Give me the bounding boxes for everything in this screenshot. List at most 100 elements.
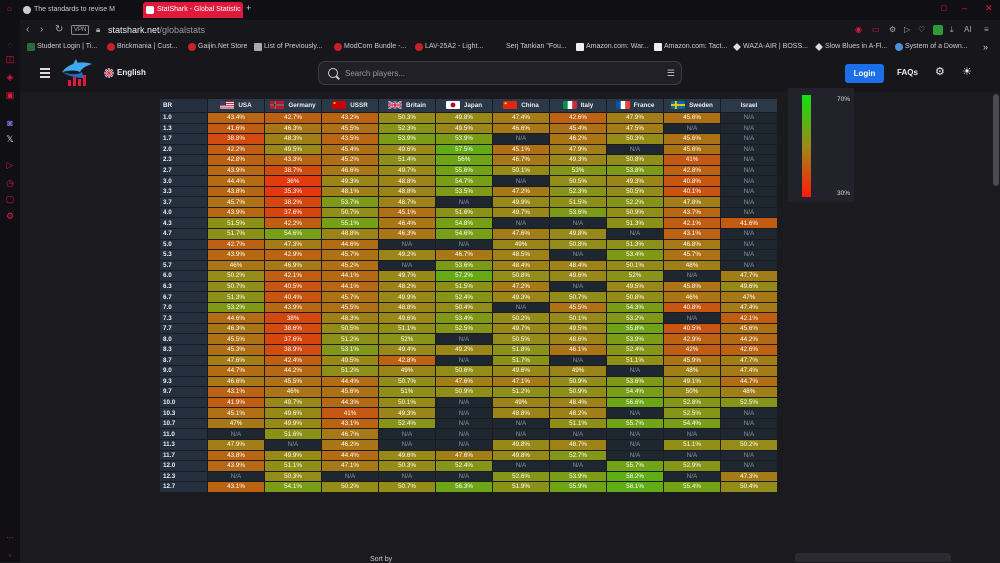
winrate-cell: 41% bbox=[321, 407, 379, 419]
statshark-logo[interactable] bbox=[60, 58, 94, 88]
back-icon[interactable]: ‹ bbox=[26, 24, 30, 35]
nation-header-israel[interactable]: Israel bbox=[720, 98, 778, 113]
discord-icon[interactable]: ◙ bbox=[7, 118, 13, 128]
reload-icon[interactable]: ↻ bbox=[55, 24, 64, 35]
bookmark-item[interactable]: Amazon.com: War... bbox=[576, 42, 649, 52]
opera-menu-icon[interactable]: ⌂ bbox=[7, 4, 12, 13]
winrate-cell: 48.7% bbox=[378, 196, 436, 208]
nation-header-japan[interactable]: Japan bbox=[435, 98, 493, 113]
settings-gear-icon[interactable]: ⚙ bbox=[935, 66, 945, 78]
settings-menu-icon[interactable]: ≡ bbox=[984, 25, 989, 34]
minimize-icon[interactable]: – bbox=[962, 3, 968, 13]
download-icon[interactable]: ⤓ bbox=[950, 25, 954, 34]
nation-header-britain[interactable]: Britain bbox=[378, 98, 436, 113]
winrate-cell: 42% bbox=[663, 344, 721, 356]
winrate-cell: 52.9% bbox=[663, 460, 721, 472]
winrate-cell: 47% bbox=[207, 417, 265, 430]
forward-icon[interactable]: › bbox=[40, 24, 44, 35]
heart-icon[interactable]: ♡ bbox=[918, 25, 926, 34]
nation-header-usa[interactable]: USA bbox=[207, 98, 265, 113]
player-search-box[interactable]: ☰ bbox=[318, 61, 682, 85]
bottom-panel bbox=[795, 553, 951, 562]
br-cell: 5.7 bbox=[159, 259, 208, 272]
sidebar-customize-icon[interactable]: ▫ bbox=[8, 550, 12, 560]
winrate-cell: 48.2% bbox=[549, 407, 607, 419]
br-cell: 11.7 bbox=[159, 449, 208, 462]
sidebar-more-icon[interactable]: ⋯ bbox=[6, 535, 14, 542]
x-twitter-icon[interactable]: 𝕏 bbox=[6, 134, 14, 144]
site-header: English ☰ Login FAQs ⚙ ☀ bbox=[20, 54, 1000, 92]
bookmark-item[interactable]: LAV-25A2 - Light... bbox=[415, 42, 483, 52]
winrate-cell: 57.5% bbox=[435, 143, 493, 156]
bookmark-item[interactable]: System of a Down... bbox=[895, 42, 968, 52]
nation-header-italy[interactable]: Italy bbox=[549, 98, 607, 113]
snapshot-icon[interactable]: ▭ bbox=[872, 25, 880, 34]
nation-header-france[interactable]: France bbox=[606, 98, 664, 113]
br-column-header[interactable]: BR bbox=[159, 98, 208, 113]
bookmark-item[interactable]: ModCom Bundle -... bbox=[334, 42, 406, 52]
bookmark-item[interactable]: List of Previously... bbox=[254, 42, 322, 52]
bookmark-item[interactable]: Gaijin.Net Store bbox=[188, 42, 247, 52]
scrollbar-thumb[interactable] bbox=[993, 94, 999, 186]
lock-icon[interactable]: 🔒︎ bbox=[96, 25, 101, 34]
language-selector[interactable]: English bbox=[104, 67, 146, 79]
table-row: 4.0 43.9% 37.6% 50.7% 45.1% 51.6% 49.7% 53.6% 50… bbox=[159, 206, 778, 219]
winrate-cell: 50.1% bbox=[492, 164, 550, 177]
br-cell: 12.3 bbox=[159, 470, 208, 483]
winrate-cell: 49% bbox=[378, 365, 436, 377]
bookmark-item[interactable]: Amazon.com: Tact... bbox=[654, 42, 727, 52]
theme-sun-icon[interactable]: ☀ bbox=[962, 66, 972, 78]
winrate-cell: 49.8% bbox=[492, 438, 550, 451]
winrate-cell: N/A bbox=[321, 470, 379, 483]
bookmarks-overflow-button[interactable]: » bbox=[983, 42, 989, 52]
winrate-cell: N/A bbox=[663, 470, 721, 483]
bookmark-item[interactable]: Serj Tankian "Fou... bbox=[496, 42, 567, 52]
pinboard-icon[interactable]: ▢ bbox=[5, 194, 15, 204]
color-gradient-bar bbox=[802, 95, 811, 197]
winrate-cell: 49.2% bbox=[378, 249, 436, 261]
page-scrollbar[interactable] bbox=[992, 92, 1000, 562]
faqs-link[interactable]: FAQs bbox=[897, 68, 918, 77]
tab-standards[interactable]: The standards to revise M bbox=[20, 2, 138, 18]
winrate-cell: 45.1% bbox=[378, 206, 436, 219]
notes-icon[interactable]: ▣ bbox=[5, 90, 15, 100]
table-row: 8.7 47.6% 42.4% 49.5% 42.8% N/A 51.7% N/A 51.1% 4… bbox=[159, 354, 778, 367]
table-row: 10.7 47% 49.9% 43.1% 52.4% N/A N/A 51.1% 55.7% 54… bbox=[159, 417, 778, 430]
winrate-cell: N/A bbox=[720, 206, 778, 219]
extension-badge-icon[interactable] bbox=[933, 25, 943, 35]
ai-label[interactable]: AI bbox=[964, 25, 972, 34]
nation-header-china[interactable]: China bbox=[492, 98, 550, 113]
winrate-cell: 40.5% bbox=[663, 322, 721, 335]
nation-header-sweden[interactable]: Sweden bbox=[663, 98, 721, 113]
winrate-cell: 42.7% bbox=[207, 238, 265, 251]
br-cell: 4.0 bbox=[159, 206, 208, 219]
close-icon[interactable]: ✕ bbox=[985, 3, 993, 13]
window-box-icon[interactable]: □ bbox=[941, 3, 947, 13]
login-button[interactable]: Login bbox=[845, 64, 884, 83]
bookmark-item[interactable]: Slow Blues in A-Fl... bbox=[815, 42, 887, 52]
tab-statshark[interactable]: StatShark - Global Statistic bbox=[143, 2, 243, 18]
filter-sliders-icon[interactable]: ☰ bbox=[666, 68, 675, 78]
history-icon[interactable]: ◷ bbox=[6, 178, 14, 188]
new-tab-button[interactable]: + bbox=[246, 3, 252, 13]
bag-icon[interactable]: ◫ bbox=[5, 54, 15, 64]
vpn-badge[interactable]: VPN bbox=[71, 25, 90, 35]
extensions-icon[interactable]: ⚙ bbox=[889, 25, 897, 34]
camera-icon[interactable]: ◉ bbox=[855, 25, 862, 34]
winrate-cell: 46.7% bbox=[435, 249, 493, 261]
search-input[interactable] bbox=[345, 66, 645, 81]
player-sidebar-icon[interactable]: ▷ bbox=[6, 160, 14, 170]
hamburger-menu-icon[interactable] bbox=[40, 68, 50, 78]
winrate-cell: 45.3% bbox=[207, 344, 265, 356]
nation-header-germany[interactable]: Germany bbox=[264, 98, 322, 113]
url-field[interactable]: statshark.net/globalstats bbox=[108, 24, 205, 36]
speed-dial-icon[interactable]: ◌ bbox=[7, 40, 13, 50]
winrate-cell: 53.5% bbox=[435, 185, 493, 198]
nation-header-ussr[interactable]: USSR bbox=[321, 98, 379, 113]
bookmark-item[interactable]: Brickmania | Cust... bbox=[107, 42, 178, 52]
aria-icon[interactable]: ◈ bbox=[6, 72, 14, 82]
settings-gear-icon[interactable]: ⚙ bbox=[5, 211, 15, 221]
bookmark-item[interactable]: Student Login | Ti... bbox=[27, 42, 97, 52]
player-icon[interactable]: ▷ bbox=[904, 25, 911, 34]
bookmark-item[interactable]: WAZA-AIR | BOSS... bbox=[733, 42, 808, 52]
